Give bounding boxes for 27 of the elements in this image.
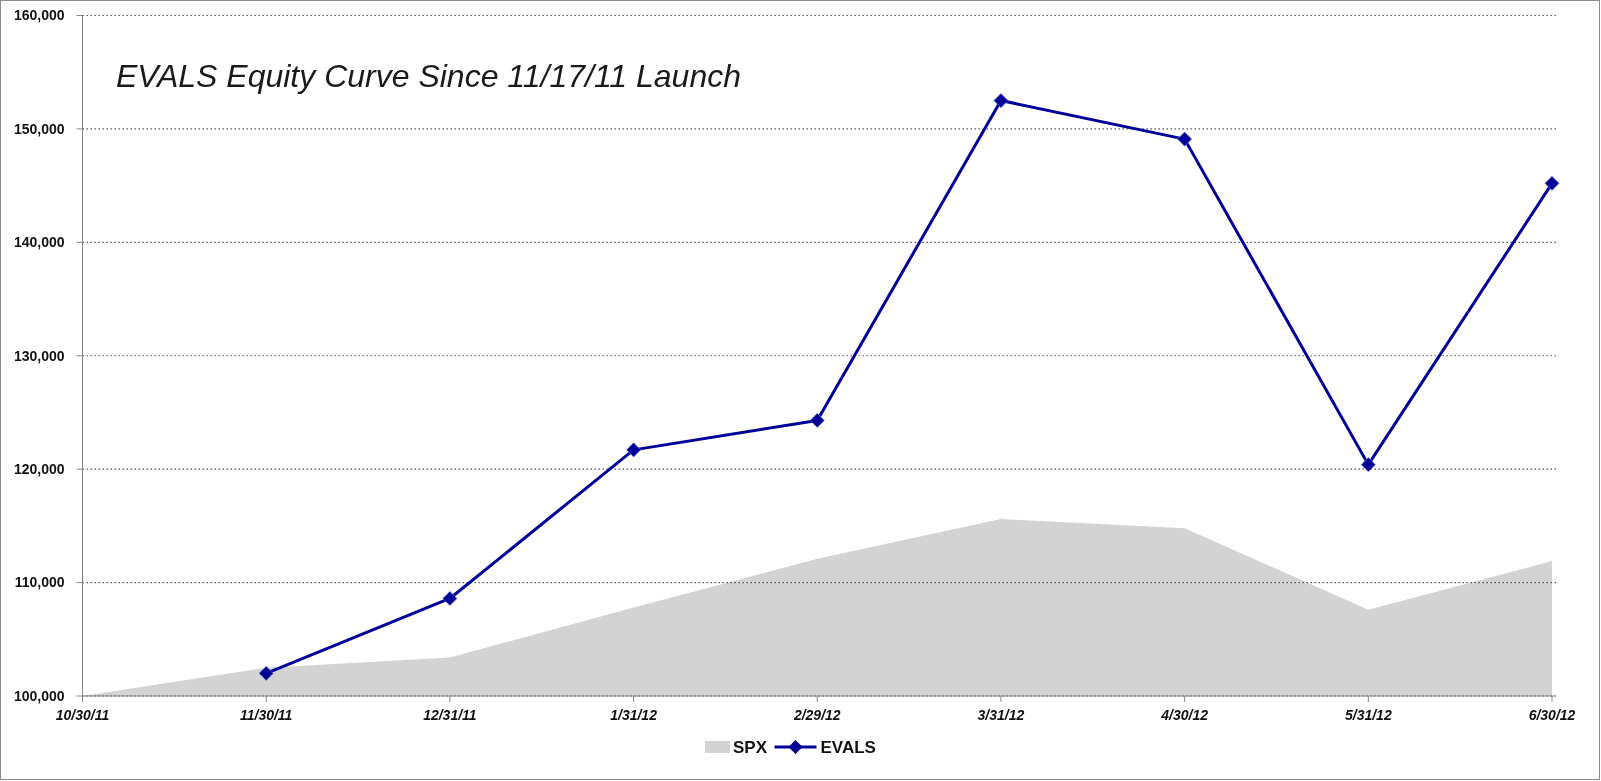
- x-tick-label: 6/30/12: [1528, 707, 1576, 723]
- point: [1544, 175, 1560, 191]
- y-tick-label: 150,000: [13, 120, 65, 137]
- x-tick-label: 11/30/11: [239, 707, 293, 723]
- text: EVALS Equity Curve Since 11/17/11 Launch: [116, 58, 741, 94]
- legend-label: SPX: [733, 737, 768, 757]
- y-tick-label: 130,000: [13, 347, 65, 364]
- y-tick-label: 110,000: [14, 574, 65, 591]
- point: [442, 591, 458, 606]
- point: [809, 413, 825, 428]
- y-tick-label: 140,000: [13, 234, 65, 251]
- x-tick-label: 4/30/12: [1160, 707, 1209, 723]
- point: [1177, 131, 1192, 147]
- legend-label: EVALS: [820, 737, 876, 757]
- x-tick-label: 1/31/12: [610, 707, 658, 723]
- point: [1360, 457, 1376, 472]
- x-tick-label: 5/31/12: [1344, 707, 1392, 723]
- y-tick-label: 100,000: [13, 687, 65, 704]
- y-tick-label: 120,000: [13, 461, 65, 478]
- point: [626, 442, 641, 458]
- x-tick-label: 10/30/11: [55, 707, 110, 723]
- x-tick-label: 12/31/11: [423, 707, 477, 723]
- x-tick-label: 3/31/12: [977, 707, 1025, 723]
- point: [258, 665, 274, 681]
- y-tick-label: 160,000: [13, 7, 65, 24]
- point: [993, 93, 1009, 108]
- x-tick-label: 2/29/12: [792, 707, 841, 723]
